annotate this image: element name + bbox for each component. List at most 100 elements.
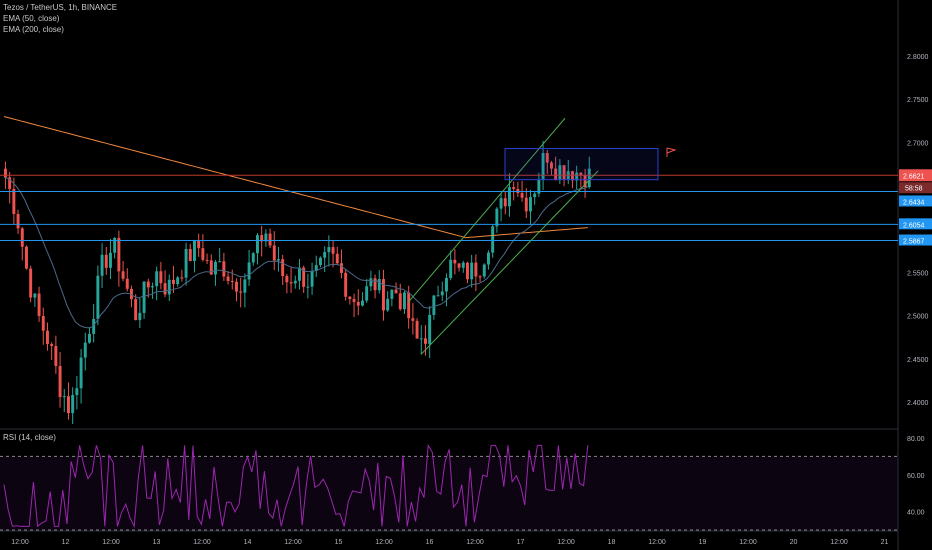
candle-body [512,187,516,189]
candle-body [398,293,402,310]
candle-body [67,396,70,414]
level-price-badge [899,218,932,230]
price-tick-label: 2.5500 [907,270,929,277]
flag-icon [666,147,677,157]
candle-body [487,252,490,265]
level-price-label: 2.5867 [903,239,925,246]
candle-body [159,271,163,284]
candle-body [46,330,49,345]
time-tick-label: 15 [335,539,343,546]
candle-body [356,301,360,306]
candle-body [411,318,415,321]
channel-lower-line [420,170,599,355]
candle-body [453,259,457,264]
candle-body [83,342,87,358]
candle-body [218,261,222,263]
candle-body [281,259,285,276]
rsi-tick-label: 40.00 [907,510,925,517]
candle-body [214,261,217,275]
candle-body [432,295,436,315]
candle-body [419,338,423,340]
candle-body [130,288,133,300]
candle-body [62,396,66,398]
candle-body [558,165,562,180]
time-tick-label: 14 [244,539,252,546]
rsi-band-fill [0,456,898,530]
candle-body [466,262,469,280]
candle-body [71,395,75,414]
candle-body [104,254,108,268]
candle-body [230,280,234,282]
candle-body [457,263,461,268]
candle-body [256,235,259,254]
candle-body [440,291,444,296]
candle-body [75,388,79,396]
candle-body [239,291,243,293]
candle-body [474,262,478,277]
candle-body [445,277,448,292]
candle-body [495,208,499,227]
candle-body [407,292,411,319]
candle-body [184,248,188,278]
candle-body [382,279,385,311]
candle-body [520,193,524,198]
time-tick-label: 12:00 [284,539,302,546]
candle-body [12,188,16,214]
level-price-label: 2.6054 [903,222,925,229]
candle-body [176,277,180,285]
candle-body [4,168,7,178]
candle-body [394,289,398,294]
candle-body [88,333,91,343]
candle-body [503,198,507,207]
candles [4,140,591,425]
time-tick-label: 13 [153,539,161,546]
candle-body [285,275,289,283]
candle-body [449,259,453,278]
candle-body [29,268,33,298]
time-tick-label: 12:00 [193,539,211,546]
candle-body [533,193,537,198]
candle-body [247,262,251,280]
candle-body [277,259,280,261]
candle-body [41,316,45,331]
candle-body [369,278,373,287]
candle-body [243,279,247,293]
candle-body [113,237,117,253]
candle-body [109,252,112,268]
candle-body [306,286,310,288]
time-tick-label: 12 [62,539,70,546]
current-price-badge [899,169,932,182]
channel-upper-line [407,117,566,303]
candle-body [390,289,394,299]
candle-body [251,253,255,263]
rsi-legend: RSI (14, close) [3,433,56,442]
candle-body [428,314,432,344]
candle-body [100,254,104,276]
price-tick-label: 2.7500 [907,97,929,104]
candle-body [163,283,167,295]
candle-body [302,267,306,287]
candle-body [583,175,587,188]
candle-body [8,177,12,189]
price-tick-label: 2.7000 [907,140,929,147]
ema200-legend: EMA (200, close) [3,25,64,34]
candle-body [386,298,390,311]
time-tick-label: 12:00 [648,539,666,546]
candle-body [180,277,184,279]
candle-body [436,295,440,297]
candle-body [365,286,369,301]
candle-body [482,264,486,277]
candle-body [403,292,406,310]
candle-body [121,271,125,279]
candle-body [524,197,528,212]
candle-body [571,171,574,181]
candle-body [167,279,171,295]
candle-body [348,296,352,300]
candle-body [193,240,196,261]
countdown-label: 58:58 [905,185,923,192]
candle-body [117,237,121,272]
candle-body [125,278,129,289]
candle-body [272,245,276,261]
candle-body [310,270,314,287]
